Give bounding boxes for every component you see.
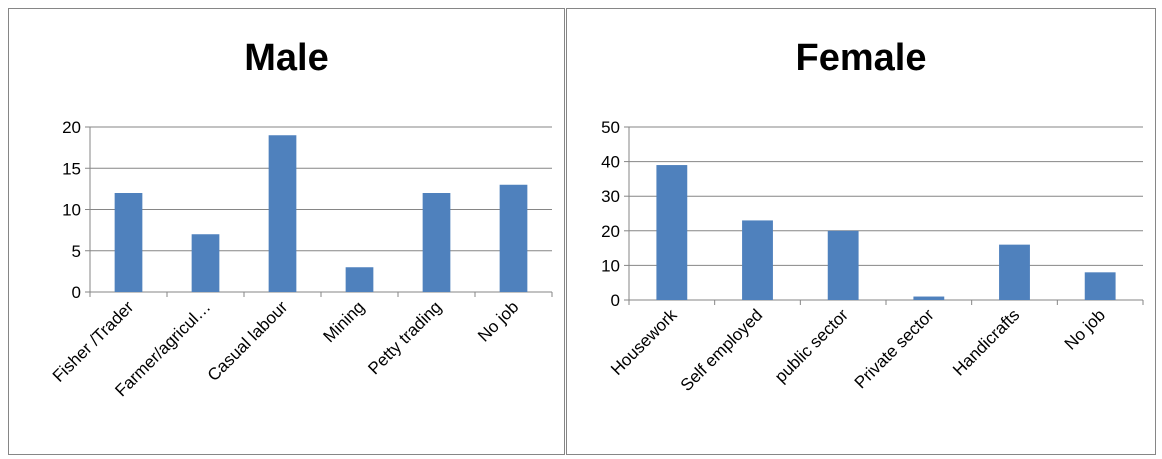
bar bbox=[913, 296, 945, 300]
x-tick-label: public sector bbox=[771, 305, 852, 386]
x-tick-label: Petty trading bbox=[364, 297, 445, 378]
bar bbox=[827, 230, 859, 300]
bar bbox=[656, 165, 688, 300]
x-tick-label: Handicrafts bbox=[949, 305, 1023, 379]
chart-title: Female bbox=[795, 37, 927, 79]
bar bbox=[345, 267, 374, 292]
bar bbox=[191, 234, 220, 292]
y-tick-label: 40 bbox=[601, 153, 620, 172]
x-tick-label: Mining bbox=[319, 297, 368, 346]
bar bbox=[499, 184, 528, 292]
chart-male: Male 0 5 10 15 20 Fisher /Trader Farmer/agricu… bbox=[8, 8, 565, 455]
x-tick-label: Private sector bbox=[851, 305, 938, 392]
y-tick-label: 10 bbox=[601, 256, 620, 275]
y-tick-label: 15 bbox=[62, 159, 81, 178]
x-tick-label: Self employed bbox=[677, 305, 767, 395]
bar bbox=[999, 244, 1030, 300]
y-tick-label: 20 bbox=[601, 222, 620, 241]
x-tick-label: Casual labour bbox=[204, 297, 292, 385]
x-tick-label: No job bbox=[474, 297, 522, 345]
x-tick-label: Housework bbox=[607, 305, 681, 379]
y-tick-label: 10 bbox=[62, 201, 81, 220]
chart-title: Male bbox=[244, 37, 329, 79]
y-tick-label: 5 bbox=[72, 242, 81, 261]
y-tick-label: 20 bbox=[62, 118, 81, 137]
y-tick-label: 30 bbox=[601, 187, 620, 206]
y-tick-label: 0 bbox=[611, 291, 620, 310]
bar bbox=[422, 193, 451, 292]
y-tick-label: 0 bbox=[72, 283, 81, 302]
x-tick-label: No job bbox=[1061, 305, 1109, 353]
bar bbox=[1084, 272, 1116, 300]
bar bbox=[114, 193, 143, 292]
bar bbox=[742, 220, 773, 300]
chart-female: Female 0 10 20 30 40 50 Housework Self employed… bbox=[566, 8, 1156, 455]
bar bbox=[268, 135, 297, 292]
y-tick-label: 50 bbox=[601, 118, 620, 137]
x-tick-label: Fisher /Trader bbox=[49, 297, 138, 386]
